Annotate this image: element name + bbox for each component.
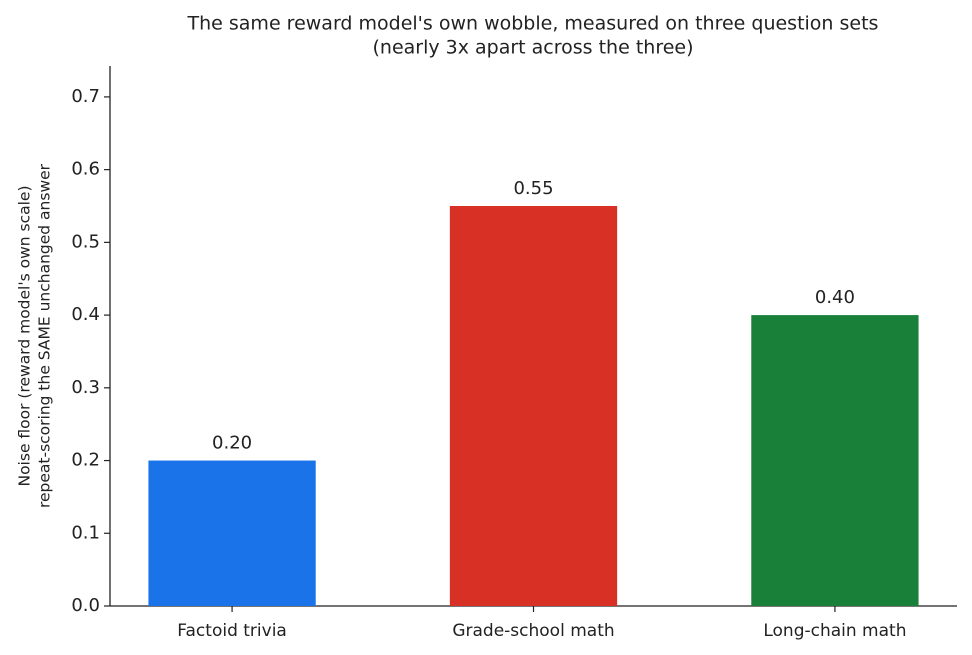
y-tick-label: 0.0 bbox=[71, 595, 100, 616]
y-tick-label: 0.3 bbox=[71, 377, 100, 398]
x-tick-label: Long-chain math bbox=[763, 621, 906, 641]
y-tick-label: 0.5 bbox=[71, 231, 100, 252]
y-tick-label: 0.4 bbox=[71, 304, 100, 325]
value-label: 0.20 bbox=[212, 433, 252, 454]
x-tick-label: Grade-school math bbox=[452, 621, 614, 641]
chart-title: (nearly 3x apart across the three) bbox=[372, 37, 693, 59]
y-tick-label: 0.1 bbox=[71, 522, 100, 543]
chart-title: The same reward model's own wobble, meas… bbox=[187, 13, 879, 35]
y-tick-label: 0.2 bbox=[71, 450, 100, 471]
bar bbox=[148, 460, 316, 606]
value-label: 0.40 bbox=[815, 287, 855, 308]
bar bbox=[751, 315, 919, 606]
value-label: 0.55 bbox=[513, 178, 553, 199]
y-axis-label: Noise floor (reward model's own scale) bbox=[16, 185, 34, 486]
y-axis-label: repeat-scoring the SAME unchanged answer bbox=[36, 163, 54, 508]
x-tick-label: Factoid trivia bbox=[177, 621, 287, 641]
y-tick-label: 0.6 bbox=[71, 159, 100, 180]
bar bbox=[449, 206, 618, 606]
y-tick-label: 0.7 bbox=[71, 86, 100, 107]
